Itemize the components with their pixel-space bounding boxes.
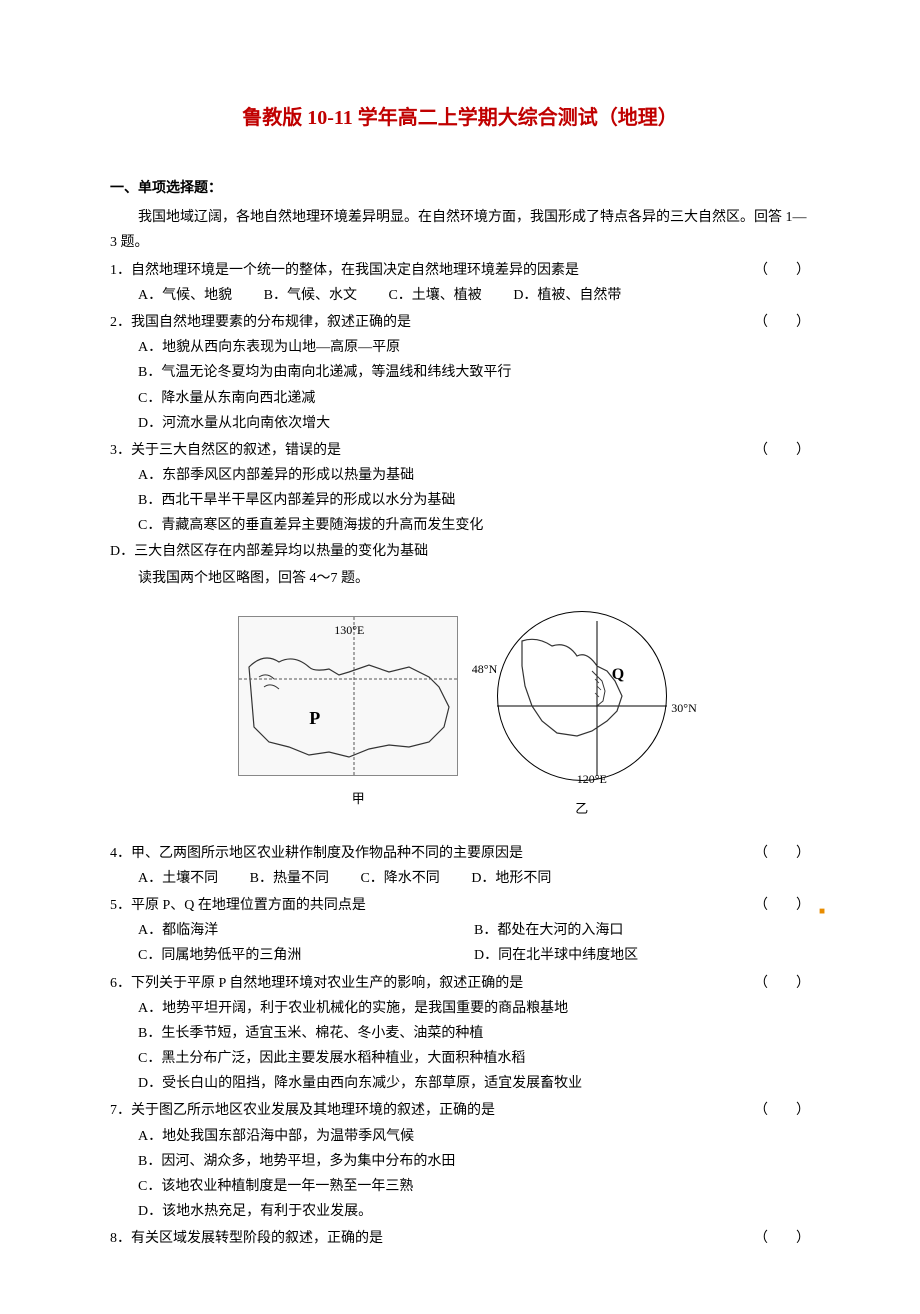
question-5: 5．平原 P、Q 在地理位置方面的共同点是 （ ） ■ A．都临海洋 B．都处在… [110,893,810,969]
q2-opt-c: C．降水量从东南向西北递减 [110,386,810,411]
map-lat-right: 30°N [671,698,696,720]
q1-options: A．气候、地貌 B．气候、水文 C．土壤、植被 D．植被、自然带 [110,283,810,308]
q2-opt-a: A．地貌从西向东表现为山地—高原—平原 [110,335,810,360]
q4-opt-a: A．土壤不同 [138,866,218,891]
q3-opt-d: D．三大自然区存在内部差异均以热量的变化为基础 [110,539,810,564]
q5-options: A．都临海洋 B．都处在大河的入海口 C．同属地势低平的三角洲 D．同在北半球中… [110,918,810,968]
q2-paren: （ ） [754,310,810,335]
q5-opt-b: B．都处在大河的入海口 [474,918,810,943]
section-header: 一、单项选择题： [110,176,810,201]
q8-text: 8．有关区域发展转型阶段的叙述，正确的是 [110,1231,383,1246]
q6-opt-b: B．生长季节短，适宜玉米、棉花、冬小麦、油菜的种植 [110,1021,810,1046]
q1-opt-d: D．植被、自然带 [513,283,621,308]
question-3: 3．关于三大自然区的叙述，错误的是 （ ） A．东部季风区内部差异的形成以热量为… [110,438,810,564]
q5-text: 5．平原 P、Q 在地理位置方面的共同点是 [110,898,366,913]
map-right-caption: 乙 [482,797,682,820]
q5-opt-c: C．同属地势低平的三角洲 [138,943,474,968]
q1-paren: （ ） [754,258,810,283]
question-1: 1．自然地理环境是一个统一的整体，在我国决定自然地理环境差异的因素是 （ ） A… [110,258,810,308]
map-left-caption: 甲 [238,787,478,810]
question-7: 7．关于图乙所示地区农业发展及其地理环境的叙述，正确的是 （ ） A．地处我国东… [110,1098,810,1224]
q5-paren: （ ） [754,893,810,918]
q5-opt-d: D．同在北半球中纬度地区 [474,943,810,968]
q4-opt-d: D．地形不同 [471,866,551,891]
q7-opt-a: A．地处我国东部沿海中部，为温带季风气候 [110,1124,810,1149]
q1-opt-b: B．气候、水文 [264,283,357,308]
q1-opt-c: C．土壤、植被 [388,283,481,308]
q7-opt-d: D．该地水热充足，有利于农业发展。 [110,1199,810,1224]
map-q-label: Q [612,661,624,690]
q3-opt-b: B．西北干旱半干旱区内部差异的形成以水分为基础 [110,488,810,513]
q1-text: 1．自然地理环境是一个统一的整体，在我国决定自然地理环境差异的因素是 [110,263,579,278]
map-lon-left: 130°E [334,620,364,642]
q3-paren: （ ） [754,438,810,463]
q7-text: 7．关于图乙所示地区农业发展及其地理环境的叙述，正确的是 [110,1103,495,1118]
q6-opt-a: A．地势平坦开阔，利于农业机械化的实施，是我国重要的商品粮基地 [110,996,810,1021]
q2-text: 2．我国自然地理要素的分布规律，叙述正确的是 [110,315,411,330]
question-4: 4．甲、乙两图所示地区农业耕作制度及作物品种不同的主要原因是 （ ） A．土壤不… [110,841,810,891]
q7-opt-b: B．因河、湖众多，地势平坦，多为集中分布的水田 [110,1149,810,1174]
q8-paren: （ ） [754,1226,810,1251]
q6-opt-c: C．黑土分布广泛，因此主要发展水稻种植业，大面积种植水稻 [110,1046,810,1071]
doc-title: 鲁教版 10-11 学年高二上学期大综合测试（地理） [110,100,810,136]
q7-paren: （ ） [754,1098,810,1123]
orange-dot-icon: ■ [819,903,825,921]
intro-2: 读我国两个地区略图，回答 4～7 题。 [110,566,810,591]
question-2: 2．我国自然地理要素的分布规律，叙述正确的是 （ ） A．地貌从西向东表现为山地… [110,310,810,436]
question-6: 6．下列关于平原 P 自然地理环境对农业生产的影响，叙述正确的是 （ ） A．地… [110,971,810,1097]
map-container: 130°E 48°N P 甲 Q 30°N 120°E 乙 [110,606,810,821]
q3-opt-c: C．青藏高寒区的垂直差异主要随海拔的升高而发生变化 [110,513,810,538]
intro-1: 我国地域辽阔，各地自然地理环境差异明显。在自然环境方面，我国形成了特点各异的三大… [110,205,810,255]
q4-text: 4．甲、乙两图所示地区农业耕作制度及作物品种不同的主要原因是 [110,846,523,861]
q4-opt-c: C．降水不同 [360,866,439,891]
q1-opt-a: A．气候、地貌 [138,283,232,308]
map-lon-right: 120°E [577,769,607,791]
q6-opt-d: D．受长白山的阻挡，降水量由西向东减少，东部草原，适宜发展畜牧业 [110,1071,810,1096]
q4-options: A．土壤不同 B．热量不同 C．降水不同 D．地形不同 [110,866,810,891]
q4-opt-b: B．热量不同 [250,866,329,891]
q4-paren: （ ） [754,841,810,866]
q5-opt-a: A．都临海洋 [138,918,474,943]
q3-text: 3．关于三大自然区的叙述，错误的是 [110,443,341,458]
q3-opt-a: A．东部季风区内部差异的形成以热量为基础 [110,463,810,488]
q2-opt-d: D．河流水量从北向南依次增大 [110,411,810,436]
q2-opt-b: B．气温无论冬夏均为由南向北递减，等温线和纬线大致平行 [110,360,810,385]
map-right: Q 30°N 120°E [482,606,682,786]
q6-text: 6．下列关于平原 P 自然地理环境对农业生产的影响，叙述正确的是 [110,976,523,991]
map-p-label: P [309,702,320,734]
q7-opt-c: C．该地农业种植制度是一年一熟至一年三熟 [110,1174,810,1199]
map-left: 130°E 48°N P [238,616,458,776]
q6-paren: （ ） [754,971,810,996]
question-8: 8．有关区域发展转型阶段的叙述，正确的是 （ ） [110,1226,810,1251]
